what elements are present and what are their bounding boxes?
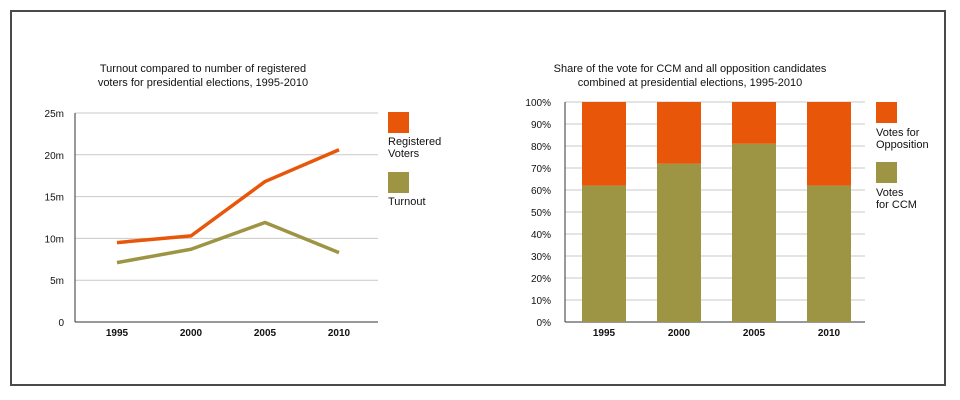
- x-tick-label: 2005: [743, 328, 766, 339]
- y-tick-label: 80%: [531, 142, 551, 153]
- x-tick-label: 1995: [106, 328, 129, 339]
- figure-frame: [10, 10, 946, 386]
- x-tick-label: 1995: [593, 328, 616, 339]
- line-chart-title-line-1: Turnout compared to number of registered: [100, 63, 306, 75]
- y-tick-label: 20%: [531, 274, 551, 285]
- bar-votes-for-opposition-1995: [582, 102, 626, 186]
- legend-label: for CCM: [876, 199, 917, 211]
- legend-swatch: [388, 112, 409, 133]
- x-tick-label: 2010: [818, 328, 841, 339]
- y-tick-label: 15m: [45, 193, 64, 204]
- legend-swatch: [876, 102, 897, 123]
- series-line-registered-voters: [116, 148, 340, 245]
- y-tick-label: 20m: [45, 151, 64, 162]
- y-tick-label: 10m: [45, 234, 64, 245]
- y-tick-label: 70%: [531, 164, 551, 175]
- bar-votes-for-ccm-2010: [807, 185, 851, 322]
- y-tick-label: 5m: [50, 276, 64, 287]
- y-tick-label: 100%: [525, 98, 551, 109]
- bar-chart-title-line-2: combined at presidential elections, 1995…: [578, 77, 802, 89]
- legend-label: Registered: [388, 136, 441, 148]
- bar-votes-for-ccm-1995: [582, 185, 626, 322]
- legend-swatch: [876, 162, 897, 183]
- bar-votes-for-ccm-2005: [732, 143, 776, 322]
- bar-votes-for-opposition-2000: [657, 102, 701, 164]
- legend-label: Turnout: [388, 196, 426, 208]
- y-tick-label: 60%: [531, 186, 551, 197]
- x-tick-label: 2010: [328, 328, 351, 339]
- line-chart: 0 5m 10m 15m 20m 25m 1995 2000 2005 2010 Registere…: [45, 109, 442, 339]
- x-tick-label: 2000: [668, 328, 691, 339]
- bar-votes-for-opposition-2010: [807, 102, 851, 186]
- legend-label: Votes for: [876, 127, 920, 139]
- x-tick-label: 2000: [180, 328, 203, 339]
- y-tick-label: 30%: [531, 252, 551, 263]
- y-tick-label: 0: [58, 318, 64, 329]
- x-tick-label: 2005: [254, 328, 277, 339]
- y-tick-label: 50%: [531, 208, 551, 219]
- bar-votes-for-ccm-2000: [657, 163, 701, 322]
- series-line-turnout: [116, 220, 340, 265]
- legend-swatch: [388, 172, 409, 193]
- y-tick-label: 90%: [531, 120, 551, 131]
- bar-votes-for-opposition-2005: [732, 102, 776, 144]
- y-tick-label: 10%: [531, 296, 551, 307]
- y-tick-label: 0%: [537, 318, 552, 329]
- bar-chart: 0% 10% 20% 30% 40% 50% 60% 70% 80% 90% 100% 1995 200…: [525, 98, 928, 339]
- bar-chart-title-line-1: Share of the vote for CCM and all opposi…: [554, 63, 827, 75]
- legend-label: Voters: [388, 148, 420, 160]
- y-tick-label: 40%: [531, 230, 551, 241]
- line-chart-title-line-2: voters for presidential elections, 1995-…: [98, 77, 308, 89]
- y-tick-label: 25m: [45, 109, 64, 120]
- legend-label: Opposition: [876, 139, 929, 151]
- legend-label: Votes: [876, 187, 904, 199]
